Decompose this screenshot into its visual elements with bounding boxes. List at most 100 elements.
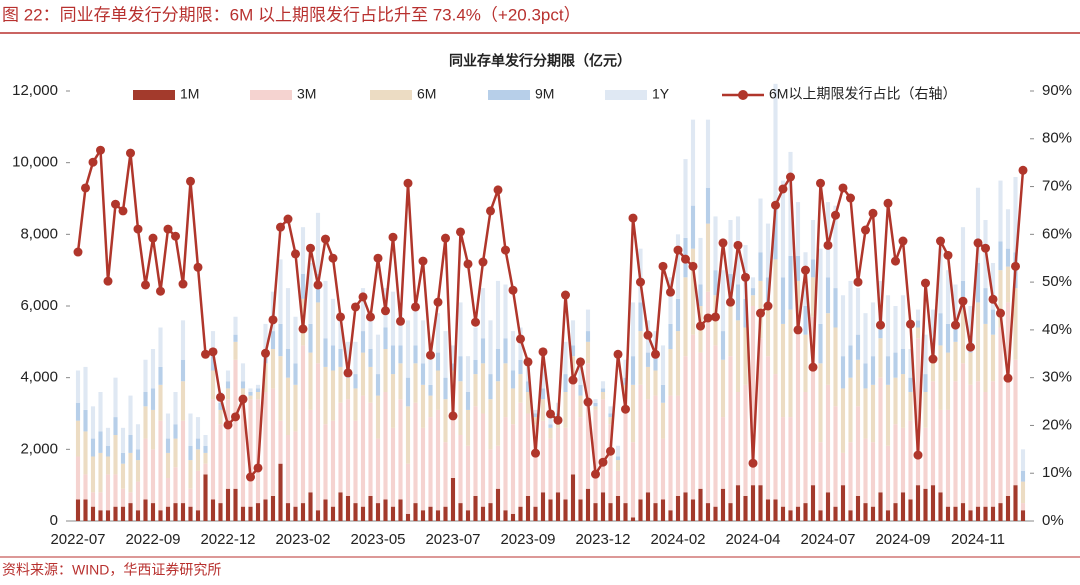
bar-segment — [728, 220, 733, 274]
bar-segment — [203, 474, 208, 521]
bar-segment — [608, 413, 613, 418]
bar-segment — [683, 277, 688, 357]
line-marker — [591, 469, 600, 479]
y2-tick-label: 50% — [1042, 273, 1072, 290]
bar-segment — [330, 506, 336, 521]
bar-segment — [585, 341, 591, 364]
bar-segment — [713, 345, 718, 507]
bar-segment — [113, 435, 118, 475]
bar-segment — [998, 270, 1003, 328]
bar-segment — [473, 359, 478, 375]
bar-segment — [98, 452, 103, 493]
legend-label: 6M以上期限发行占比（右轴） — [769, 86, 956, 102]
line-marker — [471, 317, 480, 327]
line-marker — [493, 185, 503, 195]
x-tick-label: 2023-09 — [500, 531, 555, 548]
bar-segment — [473, 495, 478, 521]
bar-segment — [278, 323, 283, 357]
bar-segment — [705, 503, 711, 521]
bar-segment — [848, 345, 853, 378]
bar-segment — [593, 402, 598, 407]
legend-swatch — [370, 90, 412, 100]
bar-segment — [218, 424, 223, 504]
bar-segment — [165, 452, 171, 478]
bar-segment — [435, 313, 441, 353]
bar-segment — [218, 503, 223, 521]
bar-segment — [285, 435, 291, 504]
bar-segment — [638, 384, 643, 500]
bar-segment — [420, 510, 426, 521]
line-marker — [486, 206, 495, 216]
bar-segment — [938, 492, 943, 521]
bar-segment — [878, 377, 883, 493]
bar-segment — [885, 445, 891, 511]
bar-segment — [308, 409, 313, 493]
legend-label: 3M — [297, 86, 316, 102]
bar-segment — [510, 388, 516, 425]
bar-segment — [465, 356, 471, 392]
line-marker — [853, 277, 863, 287]
bar-segment — [428, 395, 433, 418]
bar-segment — [930, 381, 936, 486]
y-tick-label: 4,000 — [20, 369, 58, 386]
bar-segment — [173, 424, 178, 439]
bar-segment — [668, 349, 673, 396]
line-marker — [771, 200, 780, 210]
y-tick-label: 8,000 — [20, 225, 58, 242]
bar-segment — [690, 119, 696, 206]
line-marker — [508, 285, 518, 295]
bar-segment — [878, 338, 883, 378]
bar-segment — [398, 345, 403, 364]
bar-segment — [405, 377, 411, 407]
bar-segment — [825, 277, 831, 314]
bar-segment — [495, 445, 501, 489]
bar-segment — [390, 427, 396, 507]
bar-segment — [818, 510, 823, 521]
bar-segment — [750, 277, 756, 289]
line-marker — [951, 320, 960, 330]
bar-segment — [360, 352, 366, 396]
bar-segment — [293, 431, 298, 507]
y2-tick-label: 0% — [1042, 512, 1064, 529]
bar-segment — [240, 506, 246, 521]
bar-segment — [368, 402, 373, 496]
line-marker — [906, 319, 915, 329]
bar-segment — [548, 427, 553, 439]
bar-segment — [818, 248, 823, 324]
bar-segment — [953, 284, 958, 324]
bar-segment — [870, 442, 876, 507]
bar-segment — [788, 510, 793, 521]
bar-segment — [188, 460, 193, 489]
bar-segment — [375, 503, 381, 521]
bar-segment — [675, 298, 681, 332]
bar-segment — [300, 345, 306, 504]
line-marker — [321, 234, 330, 244]
bar-segment — [293, 316, 298, 364]
bar-segment — [113, 506, 118, 521]
bar-segment — [195, 510, 201, 521]
bar-segment — [1013, 288, 1018, 360]
bar-segment — [488, 449, 493, 504]
bar-segment — [315, 302, 321, 364]
bar-segment — [983, 288, 988, 324]
bar-segment — [668, 510, 673, 521]
line-marker — [103, 276, 113, 286]
bar-segment — [630, 356, 636, 385]
line-marker — [373, 253, 383, 263]
line-marker — [411, 302, 420, 312]
line-marker — [336, 312, 345, 322]
line-marker — [231, 412, 240, 422]
bar-segment — [120, 452, 126, 464]
bar-segment — [923, 392, 928, 428]
bar-segment — [285, 349, 291, 378]
bar-segment — [915, 320, 921, 328]
bar-segment — [143, 359, 148, 392]
bar-segment — [450, 370, 456, 385]
bar-segment — [180, 320, 186, 360]
bar-segment — [645, 352, 651, 367]
bar-segment — [653, 356, 658, 371]
bar-segment — [990, 334, 996, 382]
bar-segment — [855, 288, 861, 335]
bar-segment — [623, 399, 628, 504]
bar-segment — [398, 313, 403, 346]
